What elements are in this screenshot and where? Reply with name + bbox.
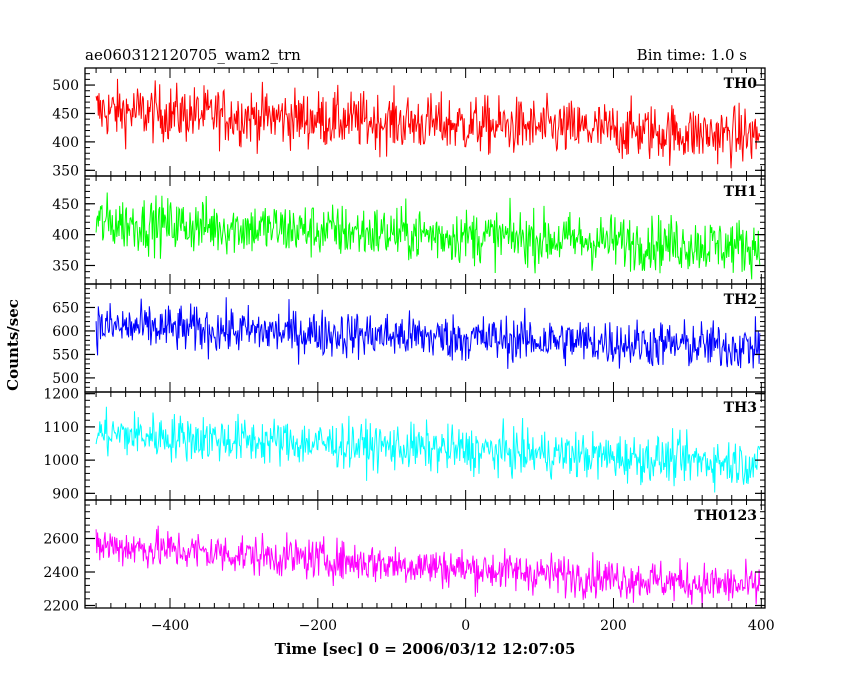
- y-tick-label-th1: 350: [52, 258, 79, 274]
- x-axis-title: Time [sec] 0 = 2006/03/12 12:07:05: [275, 640, 576, 658]
- series-label-th0123: TH0123: [694, 508, 757, 524]
- y-tick-label-th2: 600: [52, 324, 79, 340]
- y-tick-label-th3: 1100: [43, 420, 79, 436]
- series-label-th2: TH2: [724, 292, 757, 308]
- series-label-th1: TH1: [724, 184, 757, 200]
- panel-th3: 900 1000 1100 1200 TH3: [43, 387, 766, 502]
- y-tick-label-th0123: 2600: [43, 532, 79, 548]
- y-tick-label-th0: 350: [52, 163, 79, 179]
- y-tick-label-th1: 450: [52, 197, 79, 213]
- series-line-th2: [95, 297, 761, 369]
- y-tick-label-th3: 900: [52, 486, 79, 502]
- y-tick-label-th2: 550: [52, 347, 79, 363]
- series-line-th1: [95, 192, 761, 280]
- y-tick-label-th0: 450: [52, 106, 79, 122]
- panel-frame-th0123: [84, 499, 766, 609]
- y-tick-label-th3: 1000: [43, 453, 79, 469]
- x-tick-label: 200: [600, 618, 627, 634]
- y-axis-title: Counts/sec: [4, 299, 22, 391]
- y-tick-label-th2: 650: [52, 300, 79, 316]
- panels-group: 350 400 450 500 TH0 350 400 450 TH1 500 550 600 650 T…: [43, 67, 775, 634]
- y-tick-label-th2: 500: [52, 371, 79, 387]
- panel-th1: 350 400 450 TH1: [52, 175, 766, 285]
- series-line-th3: [95, 406, 761, 493]
- x-tick-label: 400: [748, 618, 775, 634]
- series-label-th3: TH3: [724, 400, 757, 416]
- bin-time-label: Bin time: 1.0 s: [637, 46, 747, 64]
- series-line-th0: [95, 78, 761, 169]
- y-tick-label-th0: 500: [52, 78, 79, 94]
- x-tick-label: −400: [151, 618, 189, 634]
- y-tick-label-th0: 400: [52, 135, 79, 151]
- y-tick-label-th0123: 2400: [43, 565, 79, 581]
- y-tick-label-th1: 400: [52, 228, 79, 244]
- x-tick-label: −200: [299, 618, 337, 634]
- panel-th0: 350 400 450 500 TH0: [52, 67, 766, 179]
- series-line-th0123: [95, 525, 761, 608]
- panel-th0123: 2200 2400 2600 TH0123: [43, 499, 766, 614]
- y-tick-label-th3: 1200: [43, 387, 79, 403]
- y-tick-label-th0123: 2200: [43, 598, 79, 614]
- panel-th2: 500 550 600 650 TH2: [52, 283, 766, 393]
- series-label-th0: TH0: [724, 76, 758, 92]
- chart-title: ae060312120705_wam2_trn: [85, 46, 301, 64]
- x-tick-label: 0: [461, 618, 470, 634]
